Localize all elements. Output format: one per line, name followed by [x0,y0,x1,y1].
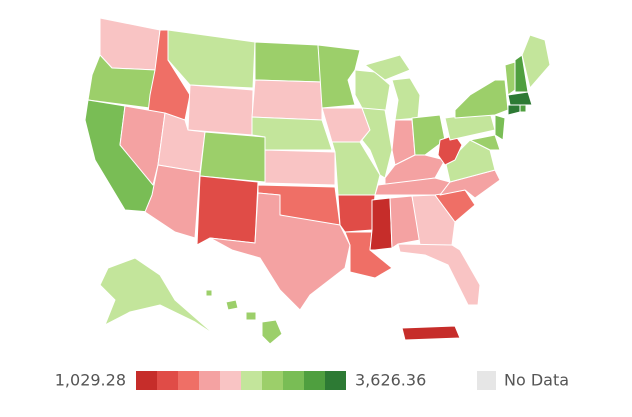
state [507,91,533,106]
state [99,257,216,336]
no-data-swatch [477,371,496,390]
legend: 1,029.28 3,626.36 No Data [55,371,569,390]
state [199,131,266,183]
state [469,134,501,151]
state [254,41,323,83]
legend-swatch [157,371,178,390]
state [321,107,371,143]
state [167,29,256,89]
state [507,104,521,116]
legend-min: 1,029.28 [55,371,126,390]
legend-max: 3,626.36 [355,371,426,390]
state [519,104,527,113]
state [361,107,393,179]
state [317,44,361,109]
state [264,149,336,186]
legend-swatch [262,371,283,390]
legend-swatch [241,371,262,390]
state [397,243,481,306]
state [251,79,323,121]
legend-swatch [136,371,157,390]
state [389,195,421,249]
legend-swatch [325,371,346,390]
state [337,194,376,233]
state [187,84,254,136]
legend-swatch [178,371,199,390]
state [454,79,509,119]
legend-swatch [220,371,241,390]
state [205,289,283,345]
state [521,34,551,89]
states [84,17,551,345]
state [411,114,446,156]
legend-swatch [283,371,304,390]
state [401,325,461,341]
state [99,17,161,71]
legend-swatch [199,371,220,390]
legend-swatch [304,371,325,390]
state [369,197,393,251]
no-data-label: No Data [504,371,569,390]
state [494,114,506,141]
state [196,175,259,246]
state [209,192,351,311]
